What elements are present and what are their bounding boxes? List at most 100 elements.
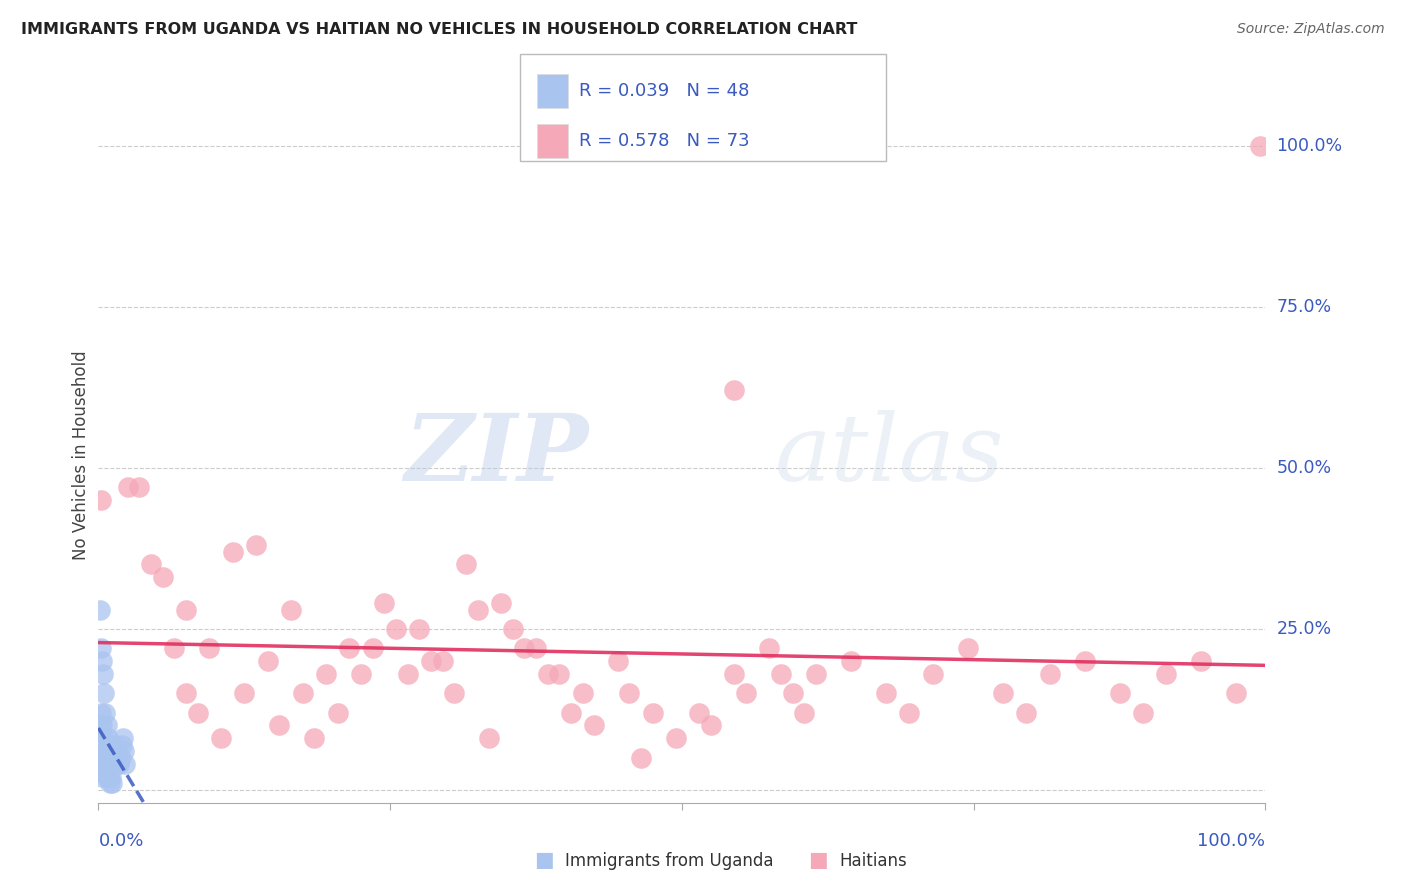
Point <box>396 667 419 681</box>
Point <box>105 744 128 758</box>
Point <box>723 667 745 681</box>
Point <box>97 731 120 746</box>
Point <box>245 538 267 552</box>
Point <box>782 686 804 700</box>
Point <box>90 770 112 784</box>
Point <box>89 718 111 732</box>
Point <box>921 667 943 681</box>
Point <box>111 731 134 746</box>
Point <box>1154 667 1177 681</box>
Point <box>97 738 120 752</box>
Point <box>665 731 688 746</box>
Point <box>90 744 112 758</box>
Point <box>101 776 124 790</box>
Point <box>139 558 162 572</box>
Point <box>700 718 723 732</box>
Text: atlas: atlas <box>775 410 1005 500</box>
Point <box>315 667 337 681</box>
Point <box>513 641 536 656</box>
Point <box>98 776 121 790</box>
Point <box>96 770 118 784</box>
Point <box>337 641 360 656</box>
Point <box>94 706 117 720</box>
Point <box>1189 654 1212 668</box>
Point <box>373 596 395 610</box>
Point <box>641 706 664 720</box>
Point <box>350 667 373 681</box>
Point <box>198 641 221 656</box>
Point <box>117 480 139 494</box>
Point <box>571 686 593 700</box>
Point <box>524 641 547 656</box>
Text: ■: ■ <box>808 850 828 870</box>
Text: Source: ZipAtlas.com: Source: ZipAtlas.com <box>1237 22 1385 37</box>
Point <box>804 667 827 681</box>
Point <box>93 738 115 752</box>
Text: ZIP: ZIP <box>405 410 589 500</box>
Point <box>385 622 408 636</box>
Point <box>1225 686 1247 700</box>
Text: Haitians: Haitians <box>839 852 907 870</box>
Point <box>209 731 232 746</box>
Point <box>94 744 117 758</box>
Text: 50.0%: 50.0% <box>1277 458 1331 477</box>
Point <box>91 667 114 681</box>
Point <box>839 654 862 668</box>
Point <box>489 596 512 610</box>
Point <box>770 667 793 681</box>
Point <box>478 731 501 746</box>
Point <box>361 641 384 656</box>
Point <box>91 750 114 764</box>
Point <box>537 667 560 681</box>
Point <box>560 706 582 720</box>
Point <box>90 493 112 508</box>
Point <box>91 757 114 772</box>
Point <box>103 744 125 758</box>
Point <box>98 744 121 758</box>
Point <box>111 738 134 752</box>
Point <box>97 770 120 784</box>
Point <box>152 570 174 584</box>
Point <box>1108 686 1130 700</box>
Point <box>110 750 132 764</box>
Point <box>619 686 641 700</box>
Point <box>97 770 120 784</box>
Point <box>93 757 115 772</box>
Point <box>898 706 921 720</box>
Text: 100.0%: 100.0% <box>1277 136 1343 154</box>
Text: R = 0.039   N = 48: R = 0.039 N = 48 <box>579 82 749 100</box>
Text: 0.0%: 0.0% <box>98 831 143 850</box>
Text: 100.0%: 100.0% <box>1198 831 1265 850</box>
Text: 75.0%: 75.0% <box>1277 298 1331 316</box>
Point <box>128 480 150 494</box>
Text: ■: ■ <box>534 850 554 870</box>
Point <box>90 750 112 764</box>
Point <box>90 706 112 720</box>
Point <box>326 706 349 720</box>
Point <box>94 764 117 778</box>
Point <box>104 738 127 752</box>
Point <box>89 602 111 616</box>
Point <box>112 744 135 758</box>
Point <box>101 757 124 772</box>
Point <box>90 764 112 778</box>
Point <box>89 731 111 746</box>
Point <box>583 718 606 732</box>
Point <box>291 686 314 700</box>
Point <box>107 757 129 772</box>
Point <box>256 654 278 668</box>
Point <box>758 641 780 656</box>
Point <box>108 757 131 772</box>
Point <box>502 622 524 636</box>
Point <box>548 667 571 681</box>
Point <box>630 750 652 764</box>
Text: 25.0%: 25.0% <box>1277 620 1331 638</box>
Point <box>1132 706 1154 720</box>
Point <box>454 558 477 572</box>
Point <box>174 686 197 700</box>
Point <box>408 622 430 636</box>
Point <box>187 706 209 720</box>
Point <box>304 731 326 746</box>
Text: Immigrants from Uganda: Immigrants from Uganda <box>565 852 773 870</box>
Text: IMMIGRANTS FROM UGANDA VS HAITIAN NO VEHICLES IN HOUSEHOLD CORRELATION CHART: IMMIGRANTS FROM UGANDA VS HAITIAN NO VEH… <box>21 22 858 37</box>
